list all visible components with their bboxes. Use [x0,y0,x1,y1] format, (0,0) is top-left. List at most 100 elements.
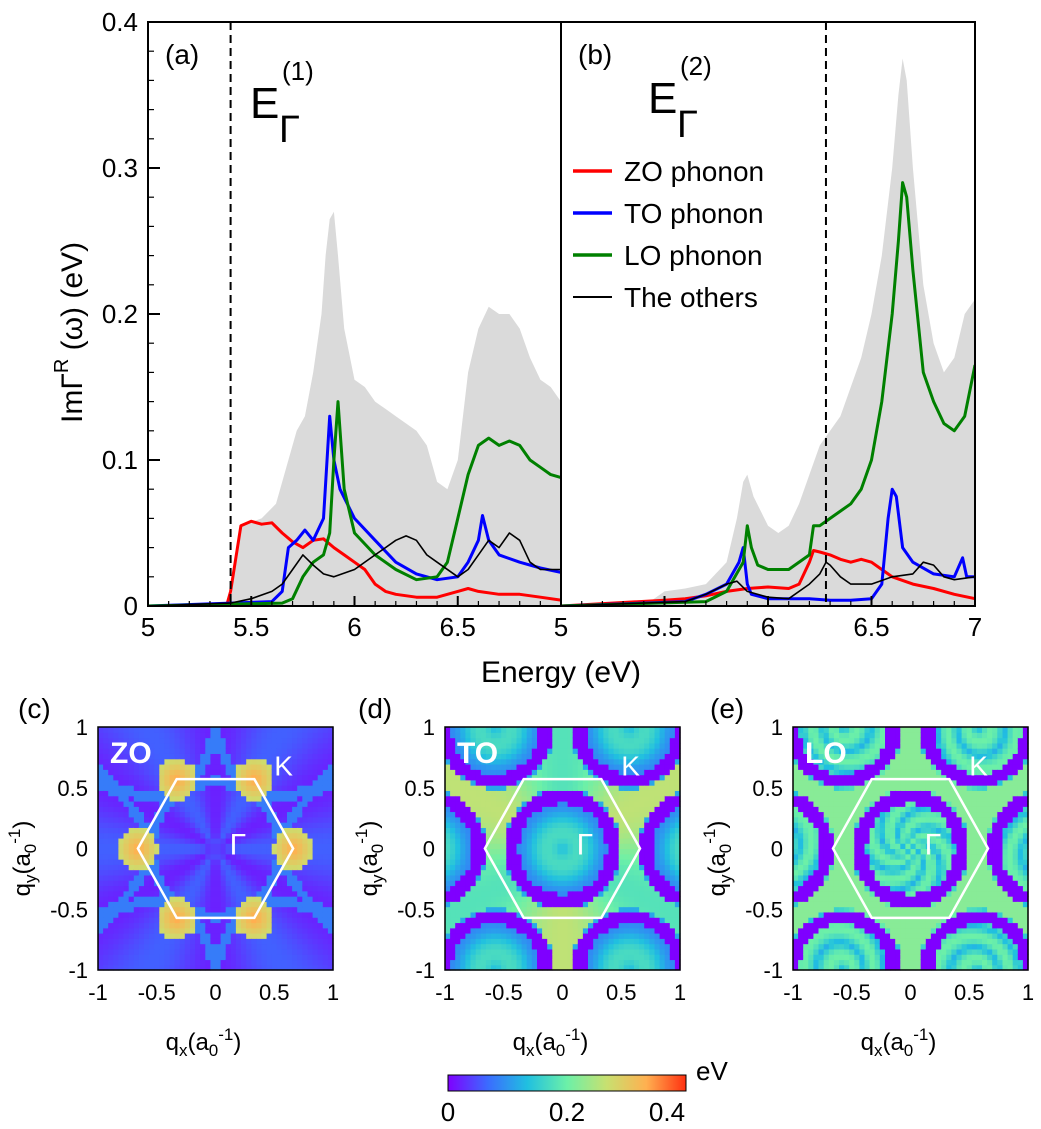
heatmap-cell [475,764,482,770]
heatmap-cell [803,795,809,802]
heatmap-cell [818,864,825,871]
heatmap-cell [552,917,559,924]
heatmap-cell [623,790,630,797]
heatmap-cell [577,758,584,765]
heatmap-cell [608,948,615,955]
heatmap-cell [179,801,186,807]
heatmap-cell [312,764,319,770]
heatmap-cell [169,779,176,786]
heatmap-cell [230,911,237,918]
heatmap-cell [307,801,314,807]
heatmap-cell [521,964,528,971]
heatmap-cell [138,938,145,945]
heatmap-cell [849,758,855,765]
heatmap-cell [639,764,645,770]
heatmap-cell [445,874,451,881]
heatmap-cell [669,732,676,739]
heatmap-cell [210,874,217,881]
heatmap-cell [174,927,181,934]
heatmap-cell [179,816,186,823]
heatmap-cell [480,890,487,897]
heatmap-cell [184,896,191,902]
heatmap-cell [526,769,533,776]
heatmap-cell [808,922,815,929]
heatmap-cell [618,816,625,823]
heatmap-cell [174,864,181,871]
heatmap-cell [128,959,135,966]
heatmap-cell [480,917,487,924]
heatmap-cell [562,832,569,839]
heatmap-cell [118,911,125,918]
heatmap-cell [649,727,656,733]
heatmap-cell [287,954,293,961]
heatmap-cell [276,948,283,955]
heatmap-cell [292,848,298,855]
heatmap-cell [623,764,630,770]
map-y-tick-label: 0.5 [57,776,88,801]
heatmap-cell [271,869,278,876]
heatmap-cell [179,769,186,776]
heatmap-cell [470,880,477,887]
heatmap-cell [179,822,186,828]
heatmap-cell [526,832,533,839]
heatmap-cell [582,864,589,871]
heatmap-cell [849,922,855,929]
heatmap-cell [246,748,252,754]
heatmap-cell [205,948,212,955]
heatmap-cell [833,864,840,871]
heatmap-cell [220,827,227,834]
heatmap-cell [455,811,461,818]
heatmap-cell [271,906,278,913]
heatmap-cell [511,890,518,897]
panel-b-frame [560,21,976,607]
heatmap-cell [793,954,799,961]
heatmap-cell [839,938,845,945]
heatmap-cell [491,901,497,908]
heatmap-cell [552,822,559,828]
heatmap-cell [654,742,661,749]
heatmap-cell [450,758,456,765]
heatmap-cell [813,901,820,908]
heatmap-cell [190,901,196,908]
heatmap-cell [813,922,820,929]
heatmap-cell [634,848,640,855]
heatmap-cell [276,938,283,945]
heatmap-cell [297,864,303,871]
heatmap-cell [220,732,227,739]
heatmap-cell [149,890,155,897]
heatmap-cell [276,890,283,897]
heatmap-cell [220,890,227,897]
heatmap-cell [154,732,160,739]
heatmap-cell [854,769,861,776]
heatmap-cell [623,896,630,902]
heatmap-cell [251,732,258,739]
heatmap-cell [205,896,212,902]
heatmap-cell [235,758,242,765]
heatmap-cell [833,758,840,765]
heatmap-cell [659,785,666,791]
heatmap-cell [628,769,635,776]
heatmap-cell [623,806,630,813]
heatmap-cell [531,948,538,955]
heatmap-cell [246,795,252,802]
heatmap-cell [839,753,845,760]
heatmap-cell [808,933,815,939]
heatmap-cell [659,753,666,760]
heatmap-cell [608,769,615,776]
heatmap-cell [450,864,456,871]
heatmap-cell [808,954,815,961]
heatmap-cell [818,869,825,876]
heatmap-cell [849,795,855,802]
heatmap-cell [159,885,166,892]
heatmap-cell [246,779,252,786]
heatmap-cell [562,885,569,892]
heatmap-cell [639,732,645,739]
heatmap-cell [521,911,528,918]
heatmap-cell [470,901,477,908]
heatmap-cell [854,859,861,865]
heatmap-cell [312,790,319,797]
heatmap-cell [445,885,451,892]
heatmap-cell [235,795,242,802]
heatmap-cell [118,832,125,839]
heatmap-cell [547,880,553,887]
